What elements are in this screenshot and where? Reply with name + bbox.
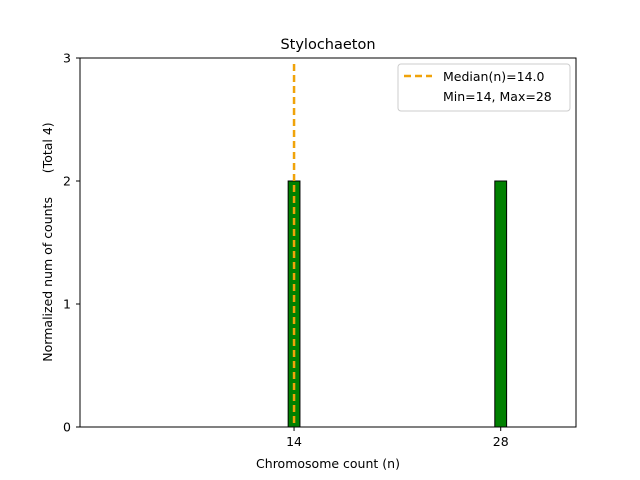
x-axis-ticks: 14 28: [286, 427, 509, 449]
x-tick-label-28: 28: [493, 434, 509, 449]
y-axis-ticks: 0 1 2 3: [63, 51, 80, 435]
bar-28: [494, 180, 508, 428]
y-tick-label-3: 3: [63, 51, 71, 66]
legend: Median(n)=14.0 Min=14, Max=28: [397, 63, 571, 112]
legend-box: [397, 63, 571, 112]
plot-frame: [79, 57, 577, 428]
x-axis-label: Chromosome count (n): [256, 456, 400, 471]
y-tick-label-1: 1: [63, 297, 71, 312]
legend-entry-median: Median(n)=14.0: [443, 69, 544, 84]
y-tick-label-0: 0: [63, 420, 71, 435]
bar-14: [287, 180, 301, 428]
y-tick-label-2: 2: [63, 174, 71, 189]
legend-entry-min-max: Min=14, Max=28: [443, 89, 552, 104]
chart-title: Stylochaeton: [280, 37, 375, 53]
x-tick-label-14: 14: [286, 434, 302, 449]
y-axis-label: Normalized num of counts (Total 4): [40, 122, 55, 361]
